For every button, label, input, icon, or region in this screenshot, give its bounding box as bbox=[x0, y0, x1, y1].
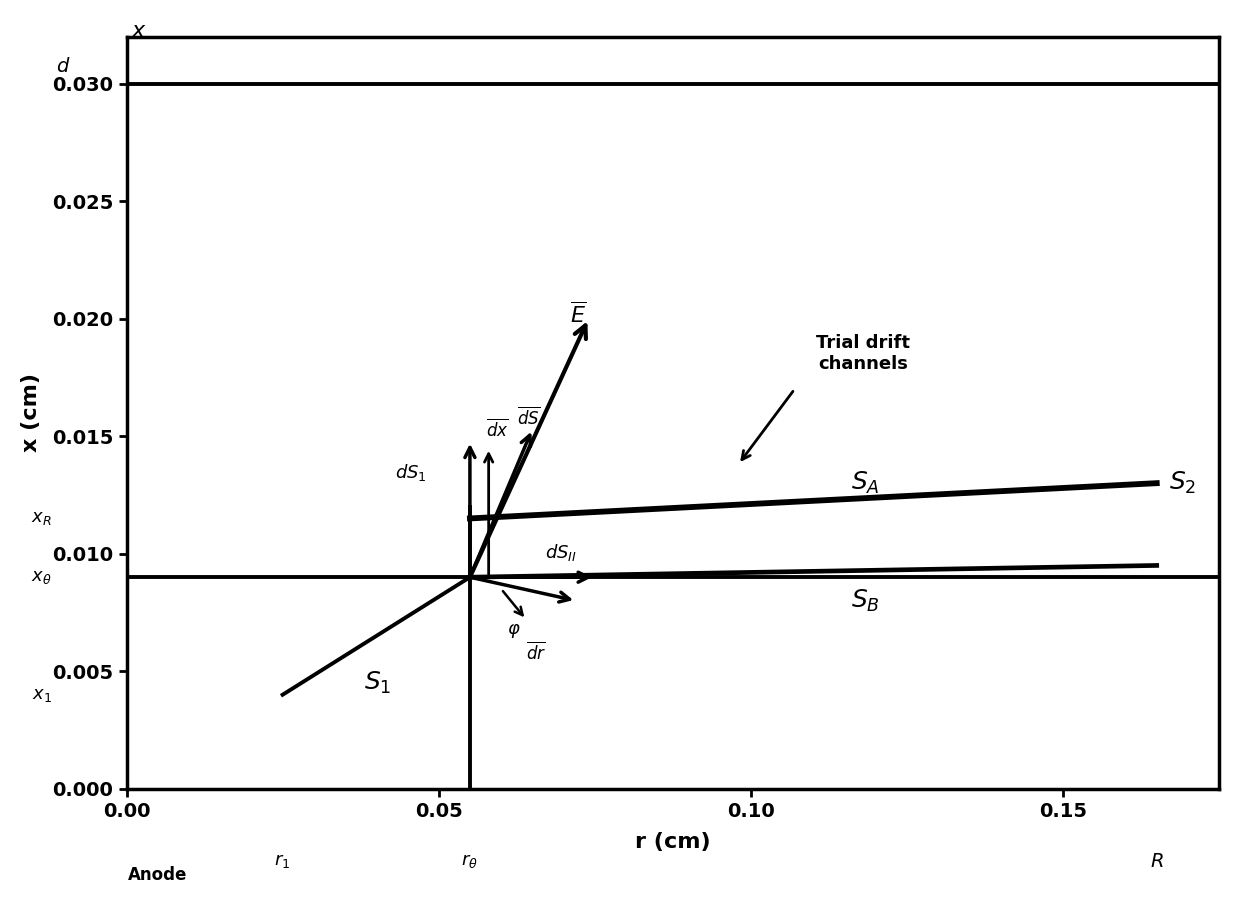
Text: $\varphi$: $\varphi$ bbox=[507, 621, 521, 639]
Y-axis label: x (cm): x (cm) bbox=[21, 373, 41, 452]
Text: $d$: $d$ bbox=[56, 58, 71, 76]
Text: $x_\theta$: $x_\theta$ bbox=[31, 568, 52, 586]
Text: $dS_1$: $dS_1$ bbox=[396, 462, 427, 484]
Text: $\overline{dx}$: $\overline{dx}$ bbox=[486, 418, 508, 441]
Text: $S_B$: $S_B$ bbox=[851, 588, 879, 614]
Text: Anode: Anode bbox=[128, 867, 187, 885]
Text: Trial drift
channels: Trial drift channels bbox=[816, 334, 910, 373]
Text: $\overline{E}$: $\overline{E}$ bbox=[570, 302, 585, 327]
Text: $R$: $R$ bbox=[1149, 852, 1163, 871]
Text: $r_\theta$: $r_\theta$ bbox=[461, 852, 479, 870]
Text: $\overline{dS}$: $\overline{dS}$ bbox=[517, 406, 539, 429]
Text: $r_1$: $r_1$ bbox=[274, 852, 290, 870]
Text: $x_R$: $x_R$ bbox=[31, 510, 52, 528]
Text: $x$: $x$ bbox=[131, 22, 148, 41]
Text: $S_1$: $S_1$ bbox=[363, 670, 391, 696]
Text: $dS_{II}$: $dS_{II}$ bbox=[544, 542, 577, 564]
Text: $\overline{dr}$: $\overline{dr}$ bbox=[526, 642, 547, 663]
Text: $x_1$: $x_1$ bbox=[31, 686, 52, 704]
X-axis label: r (cm): r (cm) bbox=[635, 832, 711, 852]
Text: $S_2$: $S_2$ bbox=[1169, 470, 1197, 496]
Text: $S_A$: $S_A$ bbox=[851, 470, 879, 496]
